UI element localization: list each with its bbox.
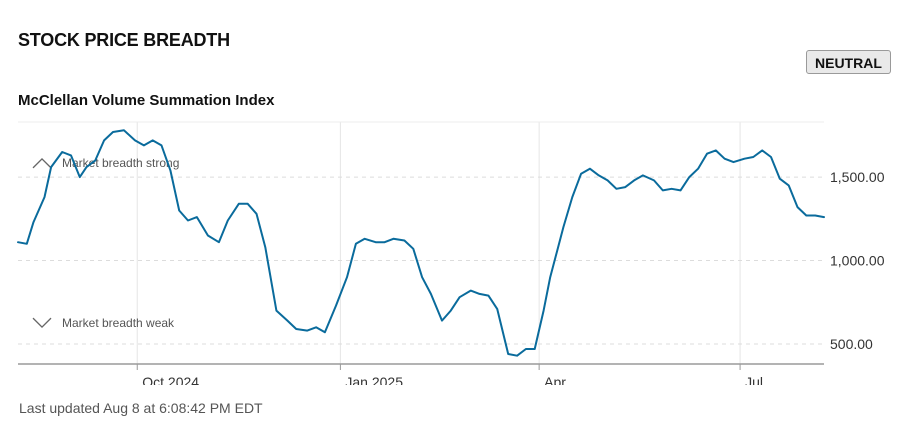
x-axis: Oct 2024 Jan 2025 Apr Jul — [136, 364, 763, 385]
annotation-label: Market breadth weak — [62, 316, 175, 330]
x-tick-label: Oct 2024 — [142, 374, 199, 385]
x-tick-label: Jan 2025 — [345, 374, 403, 385]
last-updated: Last updated Aug 8 at 6:08:42 PM EDT — [19, 400, 263, 416]
annotations: Market breadth strong Market breadth weak — [32, 156, 179, 330]
y-tick-label: 500.00 — [830, 336, 873, 352]
y-tick-label: 1,000.00 — [830, 253, 885, 269]
y-tick-label: 1,500.00 — [830, 169, 885, 185]
x-tick-label: Apr — [544, 374, 566, 385]
chevron-down-icon — [32, 317, 52, 329]
y-axis: 500.00 1,000.00 1,500.00 — [830, 169, 885, 352]
page-title: STOCK PRICE BREADTH — [18, 30, 230, 50]
horizontal-grid — [18, 121, 824, 345]
x-tick-label: Jul — [745, 374, 763, 385]
annotation-label: Market breadth strong — [62, 156, 179, 170]
chart-title: McClellan Volume Summation Index — [18, 92, 275, 109]
status-badge: NEUTRAL — [806, 50, 891, 74]
vertical-grid — [136, 122, 741, 364]
series-line — [17, 129, 825, 357]
chevron-up-icon — [32, 157, 52, 169]
breadth-chart: 500.00 1,000.00 1,500.00 Oct 2024 Jan 2025 A… — [17, 121, 885, 385]
